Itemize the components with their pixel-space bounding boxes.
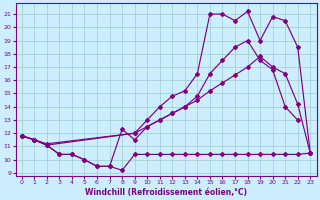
X-axis label: Windchill (Refroidissement éolien,°C): Windchill (Refroidissement éolien,°C) bbox=[85, 188, 247, 197]
